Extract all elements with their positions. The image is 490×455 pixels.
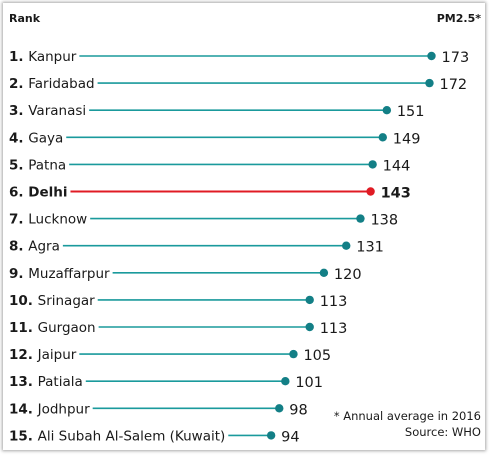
value-label: 113 [320, 321, 348, 337]
pm25-header: PM2.5* [437, 12, 481, 25]
row-label: 9. Muzaffarpur [9, 266, 110, 282]
city-name: Gaya [28, 130, 63, 146]
city-name: Agra [28, 239, 60, 255]
rank-number: 8. [9, 239, 28, 255]
row-label: 7. Lucknow [9, 212, 87, 228]
rank-number: 7. [9, 212, 28, 228]
row-label: 5. Patna [9, 157, 66, 173]
city-name: Muzaffarpur [28, 266, 110, 282]
row-label: 2. Faridabad [9, 76, 95, 92]
rank-number: 4. [9, 130, 28, 146]
value-dot [368, 160, 377, 169]
rank-number: 11. [9, 320, 38, 336]
city-name: Delhi [28, 185, 67, 201]
value-dot [425, 78, 434, 88]
value-dot [266, 431, 276, 440]
value-dot [319, 268, 329, 277]
value-label: 101 [295, 375, 323, 391]
city-name: Ali Subah Al-Salem (Kuwait) [38, 428, 226, 444]
value-label: 172 [439, 77, 467, 93]
rank-number: 9. [9, 266, 28, 282]
row-label: 12. Jaipur [9, 347, 77, 363]
value-dot [366, 187, 375, 196]
value-dot [378, 133, 387, 142]
value-label: 113 [320, 294, 348, 310]
value-label: 149 [393, 131, 421, 147]
value-label: 120 [334, 267, 362, 283]
rank-number: 13. [9, 374, 38, 390]
value-label: 143 [381, 186, 411, 202]
city-name: Kanpur [28, 49, 77, 65]
city-name: Lucknow [28, 212, 87, 228]
city-name: Varanasi [28, 103, 86, 119]
city-name: Patna [28, 157, 66, 173]
value-label: 98 [289, 402, 307, 418]
value-dot [342, 241, 351, 250]
rank-number: 10. [9, 293, 38, 309]
value-dot [275, 404, 284, 413]
rank-number: 5. [9, 157, 28, 173]
city-name: Patiala [38, 374, 83, 390]
row-label: 11. Gurgaon [9, 320, 96, 336]
rank-number: 6. [9, 185, 28, 201]
row-label: 6. Delhi [9, 185, 67, 201]
city-name: Jaipur [37, 347, 77, 363]
row-label: 13. Patiala [9, 374, 83, 390]
row-label: 15. Ali Subah Al-Salem (Kuwait) [9, 428, 225, 444]
rank-number: 3. [9, 103, 28, 119]
chart-panel: Rank PM2.5* 1. Kanpur 173 2. Faridabad 172 3… [3, 3, 485, 450]
rank-header: Rank [9, 12, 41, 25]
row-label: 10. Srinagar [9, 293, 95, 309]
value-label: 131 [356, 240, 384, 256]
value-dot [356, 214, 365, 223]
pollution-ranking-chart: Rank PM2.5* 1. Kanpur 173 2. Faridabad 172 3… [9, 12, 481, 445]
row-label: 14. Jodhpur [9, 401, 90, 417]
rows-group: 1. Kanpur 173 2. Faridabad 172 3. Varanasi 15… [9, 49, 469, 445]
value-label: 94 [281, 429, 299, 445]
value-label: 151 [397, 104, 425, 120]
row-label: 4. Gaya [9, 130, 63, 146]
city-name: Faridabad [28, 76, 94, 92]
value-dot [305, 322, 314, 332]
value-dot [289, 349, 298, 359]
value-dot [305, 295, 314, 305]
note-source: Source: WHO [405, 425, 481, 439]
city-name: Jodhpur [37, 401, 90, 417]
row-label: 8. Agra [9, 239, 60, 255]
value-label: 144 [383, 158, 411, 174]
value-dot [382, 106, 392, 115]
rank-number: 2. [9, 76, 28, 92]
rank-number: 15. [9, 428, 38, 444]
city-name: Srinagar [38, 293, 96, 309]
value-label: 173 [442, 50, 470, 66]
rank-number: 12. [9, 347, 38, 363]
value-label: 105 [303, 348, 331, 364]
row-label: 1. Kanpur [9, 49, 77, 65]
value-label: 138 [370, 213, 398, 229]
rank-number: 14. [9, 401, 38, 417]
note-annual-average: * Annual average in 2016 [334, 409, 481, 423]
city-name: Gurgaon [38, 320, 96, 336]
rank-number: 1. [9, 49, 28, 65]
value-dot [281, 377, 290, 386]
row-label: 3. Varanasi [9, 103, 86, 119]
value-dot [427, 51, 436, 61]
